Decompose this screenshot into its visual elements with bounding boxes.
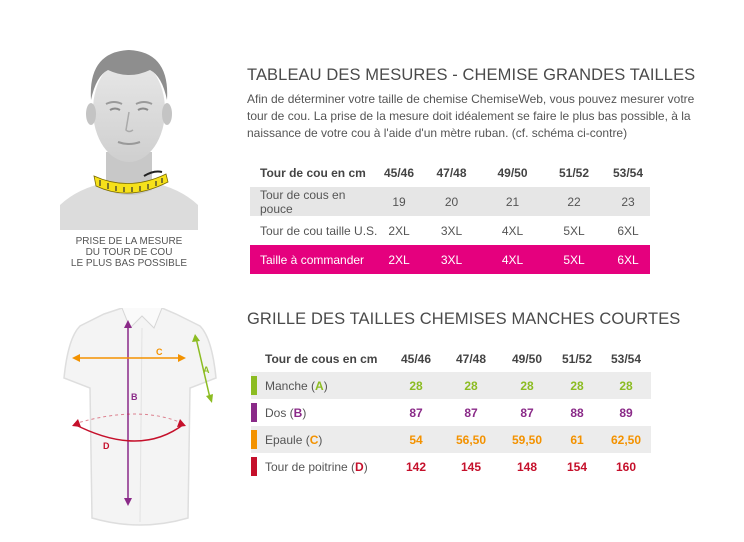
table-row-order-size: Taille à commander 2XL 3XL 4XL 5XL 6XL: [250, 245, 650, 274]
table-row: Epaule (C) 54 56,50 59,50 61 62,50: [251, 426, 651, 453]
color-bar: [251, 430, 257, 449]
shirt-illustration: [63, 308, 217, 526]
table-row: Tour de poitrine (D) 142 145 148 154 160: [251, 453, 651, 480]
table2-title: GRILLE DES TAILLES CHEMISES MANCHES COUR…: [247, 310, 681, 328]
table-row: Tour de cous en cm 45/46 47/48 49/50 51/…: [265, 351, 642, 366]
shoulders-shape: [60, 182, 198, 230]
head-measure-illustration: [60, 50, 198, 230]
shirt-label-a: A: [203, 365, 210, 375]
shirt-body-shape: [63, 308, 217, 526]
shirt-label-c: C: [156, 347, 163, 357]
measure-b-arrow: [124, 320, 132, 506]
table1-intro: Afin de déterminer votre taille de chemi…: [247, 92, 695, 140]
color-bar: [251, 457, 257, 476]
measure-d-arrow: [72, 413, 186, 442]
measuring-tape-icon: [93, 170, 169, 194]
neck-size-table: Tour de cou en cm 45/46 47/48 49/50 51/5…: [250, 158, 650, 274]
measure-caption: PRISE DE LA MESURE DU TOUR DE COU LE PLU…: [70, 236, 188, 269]
short-sleeve-size-table: Tour de cous en cm 45/46 47/48 49/50 51/…: [251, 345, 651, 480]
table-row: Dos (B) 87 87 87 88 89: [251, 399, 651, 426]
table-row: Tour de cou en cm 45/46 47/48 49/50 51/5…: [260, 165, 644, 180]
measure-c-arrow: [72, 354, 186, 362]
face-shape: [93, 58, 165, 162]
table-row: Tour de cou taille U.S. 2XL 3XL 4XL 5XL …: [260, 223, 639, 238]
measure-a-arrow: [192, 334, 213, 403]
shirt-label-b: B: [131, 392, 138, 402]
color-bar: [251, 403, 257, 422]
shirt-label-d: D: [103, 441, 110, 451]
table-row: Manche (A) 28 28 28 28 28: [251, 372, 651, 399]
hair-shape: [90, 50, 168, 100]
table1-title: TABLEAU DES MESURES - CHEMISE GRANDES TA…: [247, 66, 696, 84]
color-bar: [251, 376, 257, 395]
table-row: Tour de cous en pouce 19 20 21 22 23: [250, 187, 650, 216]
